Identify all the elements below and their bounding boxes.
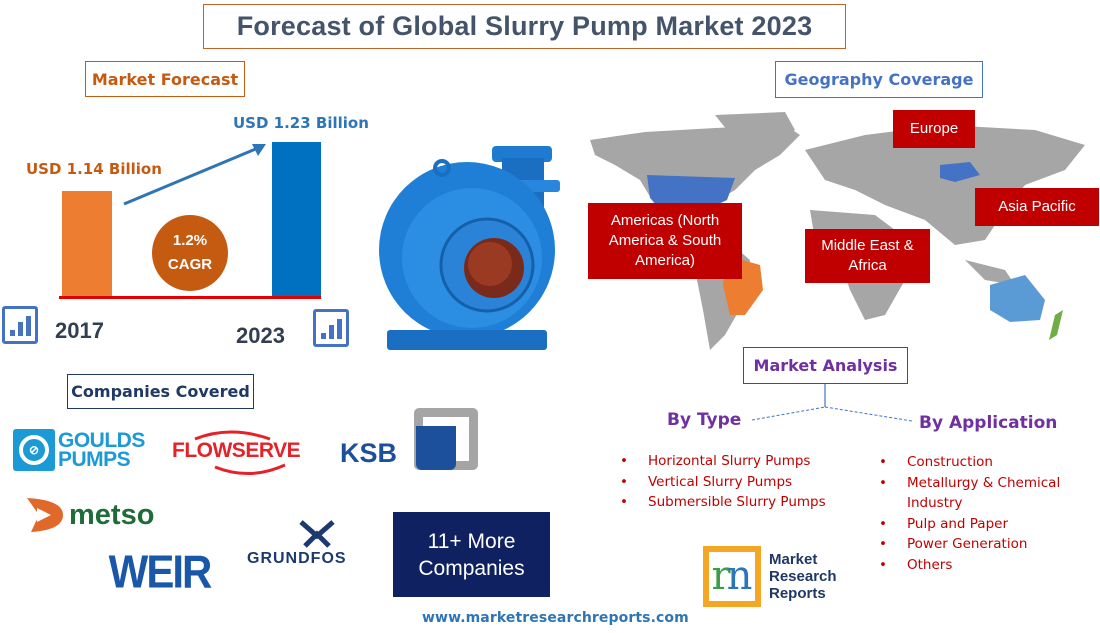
- region-americas-line-1: Americas (North: [610, 212, 720, 229]
- bar-chart-icon: [313, 309, 349, 347]
- weir-wordmark: WEIR: [108, 545, 213, 598]
- list-item: Submersible Slurry Pumps: [620, 492, 826, 513]
- metso-emblem-icon: [27, 498, 63, 532]
- goulds-line-1: GOULDS: [58, 429, 145, 452]
- analysis-connector: [751, 384, 913, 422]
- website-link[interactable]: www.marketresearchreports.com: [422, 610, 689, 626]
- cagr-label: CAGR: [167, 256, 213, 273]
- region-mea-line-2: Africa: [848, 257, 887, 274]
- mrr-line-1: Market: [769, 550, 818, 568]
- market-analysis-heading: Market Analysis: [753, 356, 898, 375]
- list-item: Pulp and Paper: [879, 514, 1079, 535]
- ksb-wordmark: KSB: [340, 438, 398, 468]
- list-item: Metallurgy & Chemical Industry: [879, 473, 1079, 514]
- bar-2023: [272, 142, 321, 297]
- region-asia-pacific: Asia Pacific: [975, 188, 1099, 226]
- logo-metso: metso: [25, 495, 175, 535]
- list-item: Horizontal Slurry Pumps: [620, 451, 826, 472]
- by-application-heading: By Application: [919, 413, 1058, 433]
- region-middle-east-africa: Middle East & Africa: [805, 229, 930, 283]
- grundfos-emblem-icon: [299, 520, 335, 548]
- list-item: Power Generation: [879, 534, 1079, 555]
- logo-weir: WEIR: [108, 546, 212, 597]
- goulds-emblem-icon: ⊘: [13, 429, 55, 471]
- growth-arrow-icon: [123, 144, 266, 206]
- market-forecast-heading: Market Forecast: [91, 69, 239, 89]
- bar-2017: [62, 191, 112, 297]
- grundfos-wordmark: GRUNDFOS: [247, 550, 347, 567]
- geography-heading: Geography Coverage: [784, 70, 974, 89]
- region-americas-line-3: America): [634, 252, 695, 269]
- region-mea-line-1: Middle East &: [821, 237, 914, 254]
- by-application-list: Construction Metallurgy & Chemical Indus…: [879, 452, 1079, 575]
- cagr-badge: 1.2% CAGR: [152, 215, 228, 291]
- region-americas: Americas (North America & South America): [588, 203, 742, 279]
- list-item: Vertical Slurry Pumps: [620, 472, 826, 493]
- market-analysis-heading-box: Market Analysis: [743, 347, 908, 384]
- logo-goulds-pumps: ⊘ GOULDS PUMPS: [13, 428, 148, 472]
- logo-grundfos: GRUNDFOS: [245, 518, 390, 570]
- logo-flowserve: FLOWSERVE: [170, 425, 310, 480]
- region-europe: Europe: [893, 110, 975, 148]
- market-forecast-heading-box: Market Forecast: [85, 61, 245, 97]
- bar-2023-value-label: USD 1.23 Billion: [233, 114, 369, 132]
- by-type-list: Horizontal Slurry Pumps Vertical Slurry …: [620, 451, 826, 513]
- by-type-heading: By Type: [667, 410, 742, 430]
- goulds-line-2: PUMPS: [58, 448, 131, 471]
- flowserve-swoosh-icon: [194, 430, 286, 476]
- chart-baseline: [59, 296, 321, 299]
- cagr-value: 1.2%: [172, 232, 208, 249]
- mrr-line-3: Reports: [769, 584, 826, 602]
- logo-ksb: KSB: [340, 408, 480, 470]
- page-title-box: Forecast of Global Slurry Pump Market 20…: [203, 4, 846, 49]
- year-2023-label: 2023: [236, 323, 285, 348]
- list-item: Construction: [879, 452, 1079, 473]
- list-item: Others: [879, 555, 1079, 576]
- region-americas-line-2: America & South: [608, 232, 722, 249]
- more-companies-line-1: 11+ More: [427, 529, 516, 553]
- metso-wordmark: metso: [69, 498, 155, 531]
- companies-heading-box: Companies Covered: [67, 374, 254, 409]
- bar-2017-value-label: USD 1.14 Billion: [26, 160, 162, 178]
- year-2017-label: 2017: [55, 318, 104, 343]
- page-title: Forecast of Global Slurry Pump Market 20…: [236, 11, 813, 41]
- geography-heading-box: Geography Coverage: [775, 61, 983, 98]
- bar-chart-icon: [2, 306, 38, 344]
- more-companies-line-2: Companies: [418, 556, 525, 580]
- more-companies-box: 11+ More Companies: [393, 512, 550, 597]
- ksb-b-icon: [416, 426, 456, 470]
- companies-heading: Companies Covered: [71, 382, 250, 401]
- mrr-line-2: Research: [769, 567, 837, 585]
- flowserve-wordmark: FLOWSERVE: [172, 439, 301, 462]
- slurry-pump-image: [379, 146, 560, 350]
